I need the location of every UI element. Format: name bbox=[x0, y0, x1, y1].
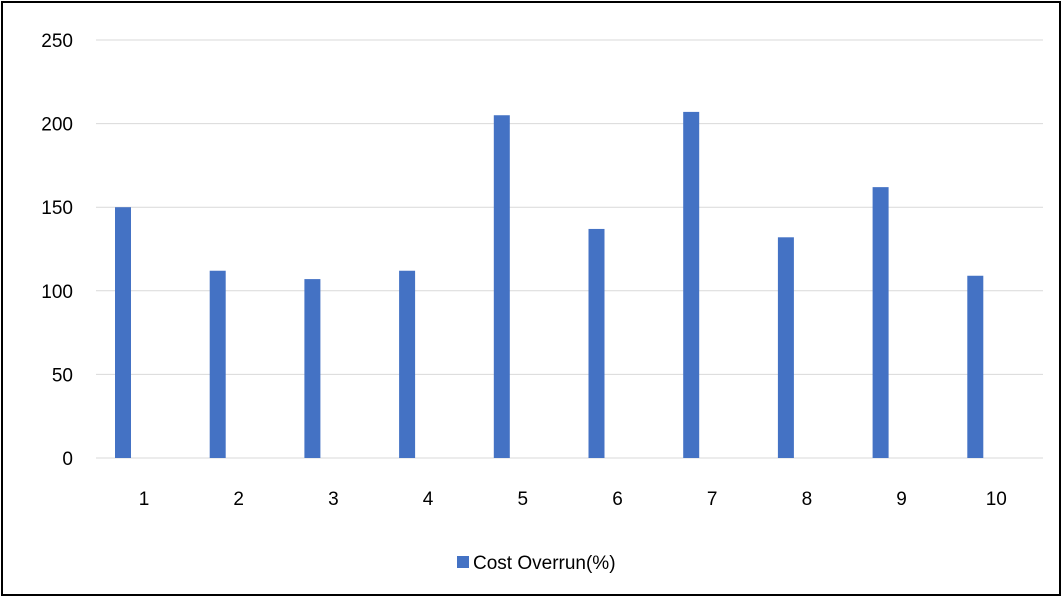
y-tick-label: 0 bbox=[62, 449, 73, 470]
bars bbox=[115, 111, 984, 459]
y-axis-ticks: 0 50 100 150 200 250 bbox=[41, 31, 73, 470]
x-tick-label: 9 bbox=[896, 489, 907, 510]
x-tick-label: 8 bbox=[802, 489, 813, 510]
bar-5 bbox=[493, 115, 510, 459]
bar-4 bbox=[399, 270, 416, 458]
x-axis-ticks: 1 2 3 4 5 6 7 8 9 10 bbox=[139, 489, 1007, 510]
bar-10 bbox=[967, 275, 984, 458]
gridlines bbox=[96, 39, 1043, 459]
bar-7 bbox=[683, 111, 700, 459]
y-tick-label: 150 bbox=[41, 198, 73, 219]
x-tick-label: 2 bbox=[233, 489, 244, 510]
y-tick-label: 50 bbox=[52, 365, 73, 386]
y-tick-label: 100 bbox=[41, 282, 73, 303]
x-tick-label: 7 bbox=[707, 489, 718, 510]
x-tick-label: 6 bbox=[612, 489, 623, 510]
legend-swatch bbox=[457, 556, 469, 568]
x-tick-label: 4 bbox=[423, 489, 434, 510]
x-tick-label: 5 bbox=[518, 489, 529, 510]
x-tick-label: 10 bbox=[986, 489, 1007, 510]
y-tick-label: 200 bbox=[41, 115, 73, 136]
x-tick-label: 3 bbox=[328, 489, 339, 510]
bar-1 bbox=[115, 207, 131, 458]
y-tick-label: 250 bbox=[41, 31, 73, 52]
bar-6 bbox=[588, 228, 605, 458]
bar-3 bbox=[304, 279, 321, 458]
bar-8 bbox=[777, 237, 794, 458]
x-tick-label: 1 bbox=[139, 489, 150, 510]
bar-2 bbox=[209, 270, 226, 458]
bar-9 bbox=[872, 187, 889, 459]
legend-label: Cost Overrun(%) bbox=[473, 553, 616, 574]
legend: Cost Overrun(%) bbox=[457, 553, 616, 574]
